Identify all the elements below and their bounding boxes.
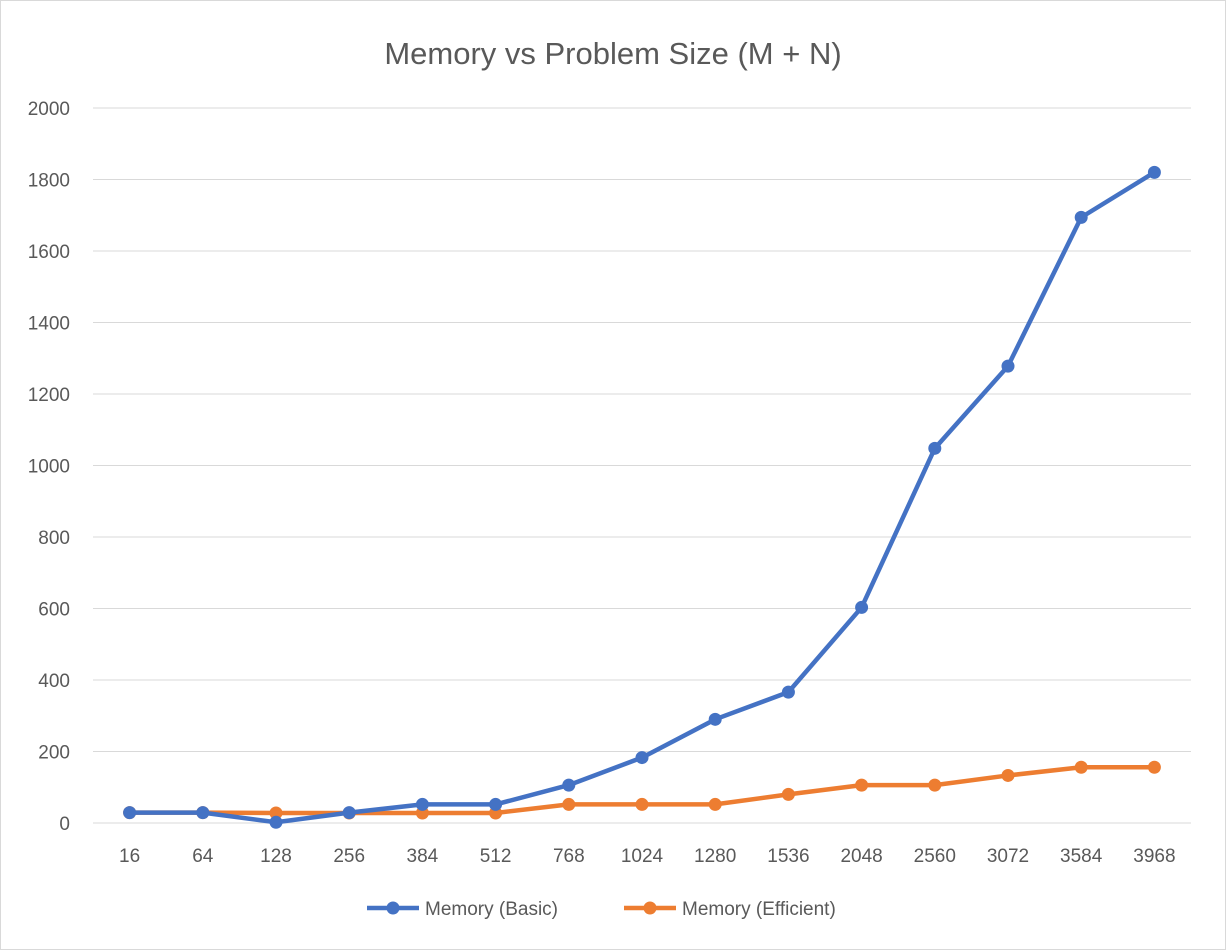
chart-title: Memory vs Problem Size (M + N) — [384, 36, 841, 71]
data-point — [1147, 760, 1161, 774]
data-point — [1074, 760, 1088, 774]
data-point — [1001, 359, 1015, 373]
legend-item: Memory (Basic) — [367, 899, 558, 920]
data-point — [269, 806, 283, 820]
x-tick-label: 2560 — [914, 846, 956, 867]
y-tick-label: 0 — [59, 814, 70, 835]
y-tick-label: 1800 — [28, 171, 70, 192]
y-tick-label: 1200 — [28, 385, 70, 406]
legend: Memory (Basic) Memory (Efficient) — [367, 899, 836, 920]
x-tick-label: 1024 — [621, 846, 664, 867]
x-tick-label: 1280 — [694, 846, 736, 867]
x-tick-label: 768 — [553, 846, 585, 867]
data-point — [928, 441, 942, 455]
legend-marker-swatch — [386, 901, 400, 915]
data-point — [562, 778, 576, 792]
y-axis-tick-labels: 0 200 400 600 800 1000 1200 1400 1600 1800 2000 — [28, 99, 70, 835]
data-point — [123, 806, 137, 820]
data-point — [1074, 210, 1088, 224]
data-point — [855, 600, 869, 614]
series-lines — [123, 165, 1161, 829]
x-tick-label: 128 — [260, 846, 292, 867]
data-point — [196, 806, 210, 820]
y-tick-label: 1000 — [28, 457, 70, 478]
x-tick-label: 512 — [480, 846, 512, 867]
y-tick-label: 600 — [38, 600, 70, 621]
x-tick-label: 384 — [407, 846, 439, 867]
y-tick-label: 800 — [38, 528, 70, 549]
x-axis-tick-labels: 16 64 128 256 384 512 768 1024 1280 1536 2048 2560 3… — [119, 846, 1176, 867]
legend-item: Memory (Efficient) — [624, 899, 836, 920]
series-1 — [123, 760, 1161, 820]
data-point — [708, 712, 722, 726]
data-point — [1147, 165, 1161, 179]
y-tick-label: 2000 — [28, 99, 70, 120]
data-point — [708, 797, 722, 811]
legend-marker-swatch — [643, 901, 657, 915]
y-tick-label: 1400 — [28, 314, 70, 335]
data-point — [415, 797, 429, 811]
series-0 — [123, 165, 1161, 829]
data-point — [635, 797, 649, 811]
x-tick-label: 3968 — [1133, 846, 1175, 867]
x-tick-label: 1536 — [767, 846, 809, 867]
data-point — [781, 685, 795, 699]
data-point — [635, 751, 649, 765]
data-point — [1001, 768, 1015, 782]
x-tick-label: 3072 — [987, 846, 1029, 867]
x-tick-label: 2048 — [840, 846, 882, 867]
series-line — [127, 170, 1157, 825]
data-point — [781, 787, 795, 801]
y-tick-label: 400 — [38, 671, 70, 692]
gridlines — [93, 107, 1191, 824]
x-tick-label: 256 — [333, 846, 365, 867]
x-tick-label: 3584 — [1060, 846, 1103, 867]
y-tick-label: 200 — [38, 743, 70, 764]
legend-label: Memory (Basic) — [425, 899, 558, 920]
data-point — [269, 815, 283, 829]
x-tick-label: 64 — [192, 846, 214, 867]
x-tick-label: 16 — [119, 846, 140, 867]
legend-label: Memory (Efficient) — [682, 899, 836, 920]
y-tick-label: 1600 — [28, 242, 70, 263]
data-point — [855, 778, 869, 792]
data-point — [562, 797, 576, 811]
data-point — [928, 778, 942, 792]
data-point — [342, 806, 356, 820]
data-point — [489, 797, 503, 811]
